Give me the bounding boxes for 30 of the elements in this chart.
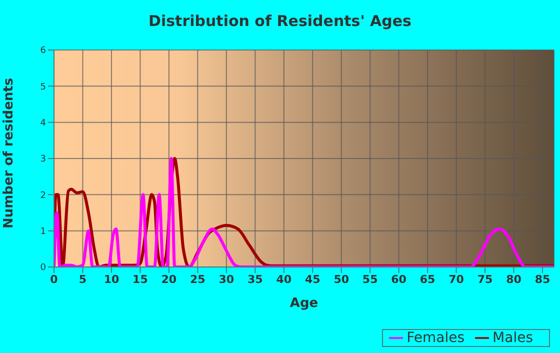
x-tick-label: 25 bbox=[190, 272, 206, 286]
x-tick-label: 75 bbox=[477, 272, 493, 286]
x-tick-label: 0 bbox=[50, 272, 58, 286]
x-tick-label: 70 bbox=[448, 272, 464, 286]
x-tick-label: 10 bbox=[104, 272, 120, 286]
x-tick-label: 45 bbox=[304, 272, 320, 286]
y-axis-title: Number of residents bbox=[2, 78, 17, 228]
chart-title: Distribution of Residents' Ages bbox=[148, 12, 412, 30]
x-tick-label: 80 bbox=[506, 272, 522, 286]
y-tick-label: 1 bbox=[40, 227, 46, 238]
x-tick-label: 65 bbox=[420, 272, 436, 286]
x-axis-title: Age bbox=[290, 296, 318, 311]
y-tick-label: 2 bbox=[40, 190, 46, 201]
x-tick-label: 60 bbox=[391, 272, 407, 286]
x-tick-label: 35 bbox=[247, 272, 263, 286]
y-tick-label: 0 bbox=[40, 263, 46, 274]
x-tick-label: 15 bbox=[132, 272, 148, 286]
y-tick-label: 4 bbox=[40, 118, 46, 129]
legend-label: Females bbox=[406, 330, 465, 346]
y-tick-label: 3 bbox=[40, 154, 46, 165]
x-tick-label: 55 bbox=[362, 272, 378, 286]
legend-label: Males bbox=[492, 330, 533, 346]
x-tick-label: 5 bbox=[78, 272, 87, 286]
y-tick-label: 6 bbox=[40, 46, 46, 56]
x-tick-label: 40 bbox=[276, 272, 292, 286]
y-tick-label: 5 bbox=[40, 82, 46, 92]
x-tick-label: 20 bbox=[161, 272, 177, 286]
x-tick-label: 85 bbox=[534, 272, 550, 286]
x-tick-label: 30 bbox=[218, 272, 234, 286]
x-tick-label: 50 bbox=[334, 272, 350, 286]
